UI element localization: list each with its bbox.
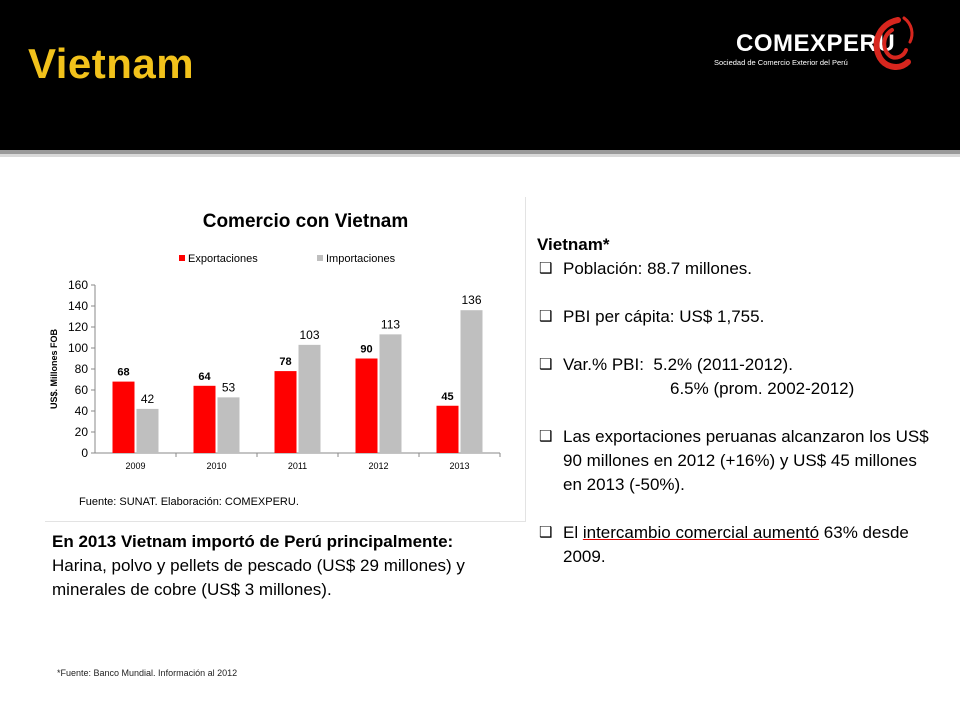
comexperu-logo: COMEXPERU Sociedad de Comercio Exterior …	[706, 12, 916, 82]
x-tick-label: 2010	[206, 461, 226, 471]
bar-importaciones-2010	[217, 397, 240, 453]
data-label-importaciones-2013: 136	[461, 293, 481, 307]
x-tick-label: 2012	[368, 461, 388, 471]
header-divider	[0, 150, 960, 154]
fact-intercambio-pre: El	[563, 523, 583, 542]
legend-swatch-1	[317, 255, 323, 261]
data-label-importaciones-2012: 113	[381, 317, 400, 331]
facts-title: Vietnam*	[537, 235, 610, 254]
data-label-exportaciones-2013: 45	[441, 391, 453, 403]
country-facts: Vietnam* ❑ Población: 88.7 millones. ❑ PBI…	[537, 233, 937, 569]
chart-title: Comercio con Vietnam	[203, 211, 409, 232]
bar-exportaciones-2010	[193, 385, 216, 453]
bar-importaciones-2009	[136, 408, 159, 453]
y-tick-label: 100	[68, 341, 88, 355]
y-tick-label: 0	[81, 446, 88, 460]
fact-intercambio: ❑ El intercambio comercial aumentó 63% de…	[537, 521, 937, 569]
y-tick-label: 140	[68, 299, 88, 313]
legend-label-0: Exportaciones	[188, 253, 258, 265]
header-bar	[0, 0, 960, 150]
legend-label-1: Importaciones	[326, 253, 396, 265]
footnote: *Fuente: Banco Mundial. Información al 2…	[57, 668, 238, 678]
fact-var-pbi-text: Var.% PBI: 5.2% (2011-2012).	[563, 355, 793, 374]
trade-chart: Comercio con Vietnam Exportaciones Importa…	[45, 197, 526, 522]
header-divider-light	[0, 154, 960, 157]
checkbox-bullet-icon: ❑	[539, 524, 553, 541]
bar-exportaciones-2009	[112, 381, 135, 453]
data-label-exportaciones-2009: 68	[117, 367, 129, 379]
fact-var-pbi: ❑ Var.% PBI: 5.2% (2011-2012).	[537, 353, 937, 377]
x-tick-label: 2013	[449, 461, 469, 471]
y-axis-label: US$. Millones FOB	[49, 328, 59, 409]
fact-intercambio-underlined: intercambio comercial aumentó	[582, 523, 820, 542]
logo-subtitle: Sociedad de Comercio Exterior del Perú	[714, 58, 848, 67]
checkbox-bullet-icon: ❑	[539, 356, 553, 373]
bar-exportaciones-2013	[436, 405, 459, 453]
checkbox-bullet-icon: ❑	[539, 308, 553, 325]
fact-var-pbi-2: 6.5% (prom. 2002-2012)	[670, 379, 855, 398]
imports-summary: En 2013 Vietnam importó de Perú principa…	[52, 530, 472, 602]
imports-summary-text: Harina, polvo y pellets de pescado (US$ …	[52, 556, 465, 599]
checkbox-bullet-icon: ❑	[539, 260, 553, 277]
y-tick-label: 80	[75, 362, 89, 376]
bar-exportaciones-2011	[274, 371, 297, 453]
fact-exportaciones-text: Las exportaciones peruanas alcanzaron lo…	[563, 427, 929, 494]
chart-source: Fuente: SUNAT. Elaboración: COMEXPERU.	[79, 496, 299, 508]
data-label-importaciones-2011: 103	[299, 328, 319, 342]
data-label-exportaciones-2012: 90	[360, 344, 372, 356]
data-label-importaciones-2009: 42	[141, 392, 155, 406]
x-tick-label: 2011	[288, 461, 307, 471]
bar-importaciones-2013	[460, 310, 483, 453]
fact-pbi: ❑ PBI per cápita: US$ 1,755.	[537, 305, 937, 329]
logo-swirl-icon	[873, 16, 914, 70]
data-label-exportaciones-2010: 64	[198, 371, 211, 383]
fact-exportaciones: ❑ Las exportaciones peruanas alcanzaron l…	[537, 425, 937, 497]
y-tick-label: 60	[75, 383, 89, 397]
bar-exportaciones-2012	[355, 358, 378, 453]
checkbox-bullet-icon: ❑	[539, 428, 553, 445]
y-tick-label: 40	[75, 404, 89, 418]
fact-intercambio-post: 63% desde 2009.	[563, 523, 909, 566]
y-tick-label: 160	[68, 278, 88, 292]
y-tick-label: 120	[68, 320, 88, 334]
bar-importaciones-2011	[298, 344, 321, 453]
data-label-importaciones-2010: 53	[222, 380, 236, 394]
logo-wordmark: COMEXPERU	[736, 30, 896, 57]
bar-importaciones-2012	[379, 334, 402, 453]
fact-poblacion: ❑ Población: 88.7 millones.	[537, 257, 937, 281]
x-tick-label: 2009	[125, 461, 145, 471]
legend-swatch-0	[179, 255, 185, 261]
data-label-exportaciones-2011: 78	[279, 356, 291, 368]
fact-poblacion-text: Población: 88.7 millones.	[563, 259, 753, 278]
fact-pbi-text: PBI per cápita: US$ 1,755.	[563, 307, 765, 326]
trade-chart-svg: Comercio con Vietnam Exportaciones Importa…	[49, 211, 501, 508]
y-tick-label: 20	[75, 425, 89, 439]
page-title: Vietnam	[28, 40, 195, 87]
imports-summary-heading: En 2013 Vietnam importó de Perú principa…	[52, 532, 454, 551]
